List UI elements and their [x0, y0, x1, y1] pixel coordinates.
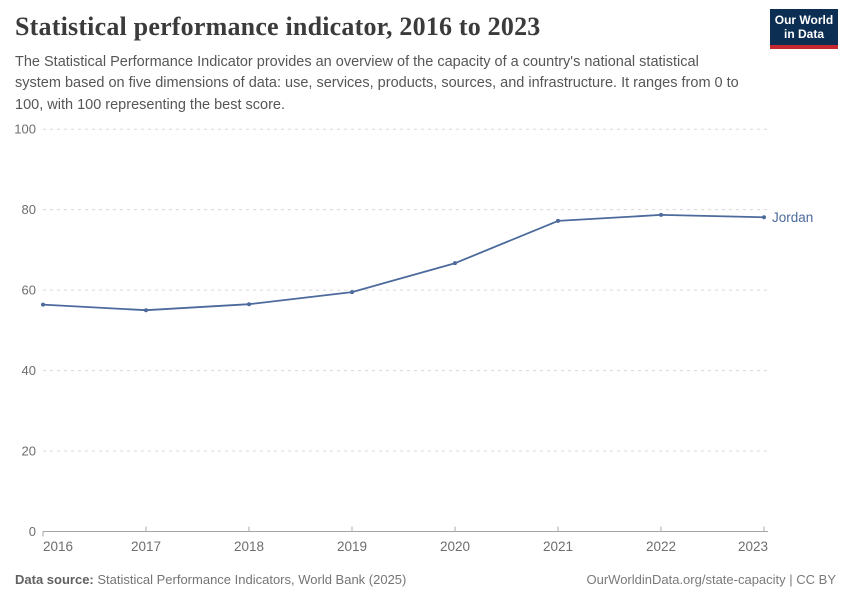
- data-source: Data source: Statistical Performance Ind…: [15, 572, 406, 587]
- x-tick-label: 2016: [43, 539, 73, 554]
- data-point[interactable]: [453, 261, 457, 266]
- y-tick-label: 40: [22, 363, 36, 378]
- data-source-text: Statistical Performance Indicators, Worl…: [93, 572, 407, 587]
- series-line[interactable]: [42, 214, 765, 312]
- x-tick-label: 2017: [131, 539, 161, 554]
- y-tick-label: 0: [29, 524, 36, 539]
- data-point[interactable]: [556, 218, 560, 223]
- data-point[interactable]: [41, 302, 45, 307]
- x-tick-label: 2019: [337, 539, 367, 554]
- data-source-label: Data source:: [15, 572, 94, 587]
- y-tick-label: 20: [22, 444, 36, 459]
- footer: Data source: Statistical Performance Ind…: [15, 572, 836, 587]
- data-point[interactable]: [350, 290, 354, 295]
- chart-subtitle: The Statistical Performance Indicator pr…: [15, 54, 739, 113]
- x-tick-label: 2023: [738, 539, 768, 554]
- series-label[interactable]: Jordan: [772, 210, 813, 225]
- data-point[interactable]: [144, 308, 148, 313]
- y-tick-label: 60: [22, 283, 36, 298]
- page-title: Statistical performance indicator, 2016 …: [15, 12, 541, 41]
- data-point[interactable]: [247, 302, 251, 307]
- x-tick-label: 2022: [646, 539, 676, 554]
- owid-logo-line1: Our World: [774, 13, 834, 27]
- x-tick-label: 2021: [543, 539, 573, 554]
- data-point[interactable]: [659, 212, 663, 217]
- y-tick-label: 80: [22, 202, 36, 217]
- attribution-link[interactable]: OurWorldinData.org/state-capacity | CC B…: [586, 572, 836, 587]
- x-tick-label: 2018: [234, 539, 264, 554]
- owid-logo-line2: in Data: [783, 27, 824, 41]
- x-tick-label: 2020: [440, 539, 470, 554]
- data-point[interactable]: [762, 215, 766, 220]
- y-tick-label: 100: [14, 122, 36, 137]
- owid-logo[interactable]: Our World in Data: [770, 9, 838, 49]
